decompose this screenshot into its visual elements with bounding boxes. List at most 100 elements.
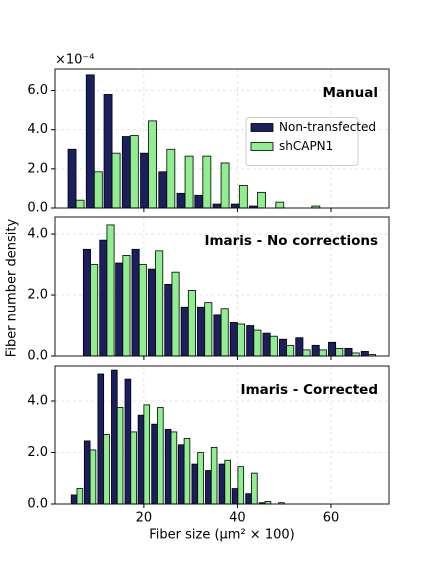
bar	[231, 488, 239, 505]
bar	[269, 335, 278, 357]
bar	[158, 171, 168, 209]
bar	[251, 472, 258, 505]
bar	[111, 152, 121, 209]
panel-title: Manual	[322, 85, 378, 101]
bar	[103, 94, 113, 209]
x-axis-label: Fiber size (μm² × 100)	[149, 528, 294, 543]
legend-label: shCAPN1	[279, 139, 333, 153]
bar	[286, 344, 295, 357]
bar	[318, 349, 327, 357]
bar	[140, 152, 149, 209]
bar	[275, 201, 285, 209]
bar	[194, 194, 204, 209]
bar	[245, 493, 252, 505]
legend: Non-transfected shCAPN1	[245, 117, 376, 166]
bar	[143, 404, 151, 505]
bar	[220, 308, 229, 357]
bar	[184, 155, 194, 209]
bar	[197, 452, 204, 505]
bar	[155, 250, 164, 357]
axes-frame	[54, 365, 390, 505]
bar	[85, 74, 95, 209]
panel-title: Imaris - No corrections	[204, 233, 378, 249]
bar	[89, 449, 97, 505]
y-tick-label: 0.0	[27, 201, 48, 216]
bar	[138, 264, 147, 357]
bar	[328, 341, 337, 357]
bar	[75, 199, 85, 209]
bar	[212, 203, 222, 209]
bar	[148, 120, 157, 209]
bar	[129, 135, 139, 209]
bar	[116, 407, 124, 505]
bar	[360, 351, 369, 357]
bar	[335, 347, 344, 357]
y-tick-label: 4.0	[27, 122, 48, 137]
legend-swatch	[250, 142, 274, 151]
bar	[229, 322, 238, 357]
bar	[164, 428, 172, 505]
bar	[246, 325, 255, 357]
bar	[164, 283, 173, 357]
bar	[257, 191, 266, 209]
bar	[121, 136, 131, 209]
bar	[191, 463, 199, 505]
bar	[237, 466, 245, 505]
y-tick-label: 0.0	[27, 497, 48, 512]
bar	[170, 431, 178, 505]
bar	[218, 463, 226, 505]
y-tick-label: 2.0	[27, 161, 48, 176]
bar	[344, 347, 353, 357]
bar	[183, 437, 191, 505]
x-tick-label: 60	[323, 511, 340, 526]
bar	[278, 338, 287, 357]
bar	[111, 369, 118, 505]
bar	[106, 224, 115, 357]
bar	[70, 494, 78, 505]
bar	[99, 239, 108, 357]
bar	[253, 329, 262, 357]
bar	[177, 444, 185, 505]
bar	[124, 378, 132, 505]
bar	[97, 373, 105, 505]
bar	[137, 414, 145, 505]
bar	[205, 470, 212, 505]
bar	[67, 148, 77, 209]
bar	[238, 185, 248, 209]
y-tick-label: 2.0	[27, 445, 48, 460]
y-tick-label: 4.0	[27, 227, 48, 242]
bar	[224, 459, 231, 505]
bar	[230, 203, 240, 209]
bar	[237, 323, 246, 357]
panel-title: Imaris - Corrected	[241, 382, 378, 398]
bar	[151, 423, 158, 505]
bar	[262, 332, 271, 357]
bar	[176, 192, 186, 209]
bar	[295, 337, 304, 357]
bar	[210, 446, 218, 505]
bar	[302, 349, 311, 357]
axes-frame	[54, 216, 390, 357]
bar	[171, 271, 180, 357]
axes-frame	[54, 68, 390, 209]
bar	[166, 148, 176, 209]
legend-box	[245, 117, 359, 166]
bar	[93, 171, 103, 209]
y-tick-label: 0.0	[27, 349, 48, 364]
bar	[213, 314, 222, 357]
y-tick-label: 4.0	[27, 394, 48, 409]
bar	[131, 248, 140, 357]
x-tick-label: 40	[229, 511, 246, 526]
bar	[202, 155, 212, 209]
bar	[311, 344, 320, 357]
legend-label: Non-transfected	[279, 120, 376, 134]
bar	[82, 248, 91, 357]
bar	[122, 255, 131, 357]
bar	[76, 488, 84, 505]
y-offset-label: ×10⁻⁴	[55, 53, 95, 68]
bar	[83, 440, 91, 505]
bar	[204, 302, 213, 357]
bar	[130, 431, 137, 505]
